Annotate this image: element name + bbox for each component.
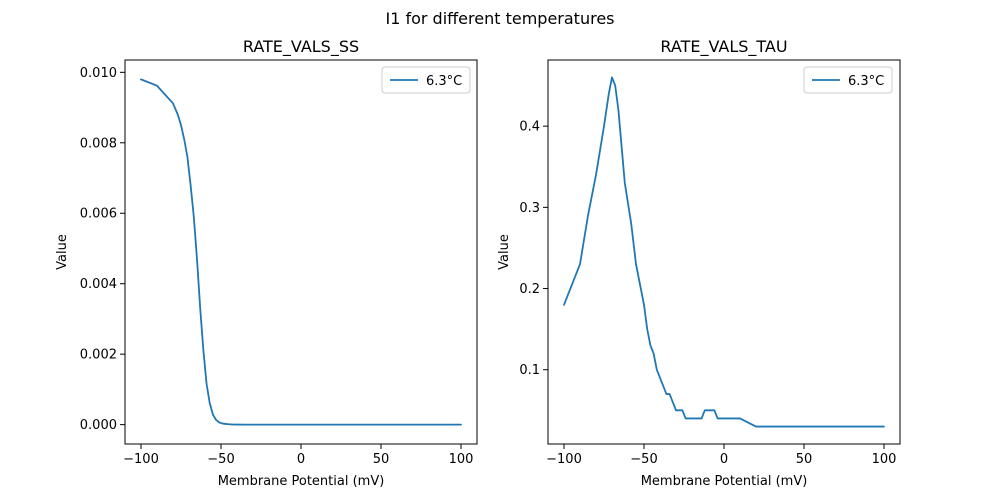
y-tick-label: 0.000 bbox=[80, 418, 117, 433]
x-tick-label: −100 bbox=[123, 452, 159, 467]
y-axis-label: Value bbox=[497, 234, 512, 270]
subplot-title: RATE_VALS_TAU bbox=[660, 37, 787, 57]
x-tick-label: 100 bbox=[449, 452, 474, 467]
plot-frame bbox=[124, 59, 478, 445]
y-tick-label: 0.002 bbox=[80, 348, 117, 363]
y-tick-label: 0.006 bbox=[80, 207, 117, 222]
x-tick-label: 0 bbox=[720, 452, 728, 467]
y-axis-label: Value bbox=[55, 234, 70, 270]
series-line bbox=[140, 78, 462, 426]
x-axis-label: Membrane Potential (mV) bbox=[218, 474, 385, 489]
ticks-layer: −100 −50 0 50 100 0.1 0.2 0.3 0.4 bbox=[519, 120, 896, 467]
x-tick-label: 50 bbox=[373, 452, 390, 467]
y-tick-label: 0.2 bbox=[519, 282, 540, 297]
ticks-layer: −100 −50 0 50 100 0.000 0.002 0.004 0.006 0.008 0.… bbox=[80, 66, 474, 467]
legend-box bbox=[803, 66, 893, 94]
y-tick-label: 0.3 bbox=[519, 201, 540, 216]
x-tick-label: 50 bbox=[796, 452, 813, 467]
x-tick-label: −50 bbox=[630, 452, 657, 467]
legend-box bbox=[381, 66, 471, 94]
subplot-rate-vals-ss: RATE_VALS_SS −100 −50 0 50 100 0.000 0.002 0.00… bbox=[55, 37, 478, 489]
x-tick-label: 0 bbox=[297, 452, 305, 467]
y-tick-label: 0.1 bbox=[519, 363, 540, 378]
subplot-title: RATE_VALS_SS bbox=[243, 37, 359, 57]
x-tick-label: 100 bbox=[872, 452, 897, 467]
y-tick-label: 0.004 bbox=[80, 277, 117, 292]
series-layer bbox=[140, 78, 462, 426]
figure-title: I1 for different temperatures bbox=[385, 9, 614, 28]
series-layer bbox=[563, 76, 885, 428]
y-tick-label: 0.4 bbox=[519, 120, 540, 135]
y-tick-label: 0.010 bbox=[80, 66, 117, 81]
series-line bbox=[563, 76, 885, 428]
legend-label: 6.3°C bbox=[848, 74, 884, 89]
legend: 6.3°C bbox=[381, 66, 471, 94]
legend: 6.3°C bbox=[803, 66, 893, 94]
plot-frame bbox=[547, 59, 901, 445]
subplot-rate-vals-tau: RATE_VALS_TAU −100 −50 0 50 1000.10.20.30.4 … bbox=[497, 37, 901, 489]
x-tick-label: −50 bbox=[207, 452, 234, 467]
legend-label: 6.3°C bbox=[426, 74, 462, 89]
y-tick-label: 0.008 bbox=[80, 136, 117, 151]
x-tick-label: −100 bbox=[546, 452, 582, 467]
x-axis-label: Membrane Potential (mV) bbox=[641, 474, 808, 489]
